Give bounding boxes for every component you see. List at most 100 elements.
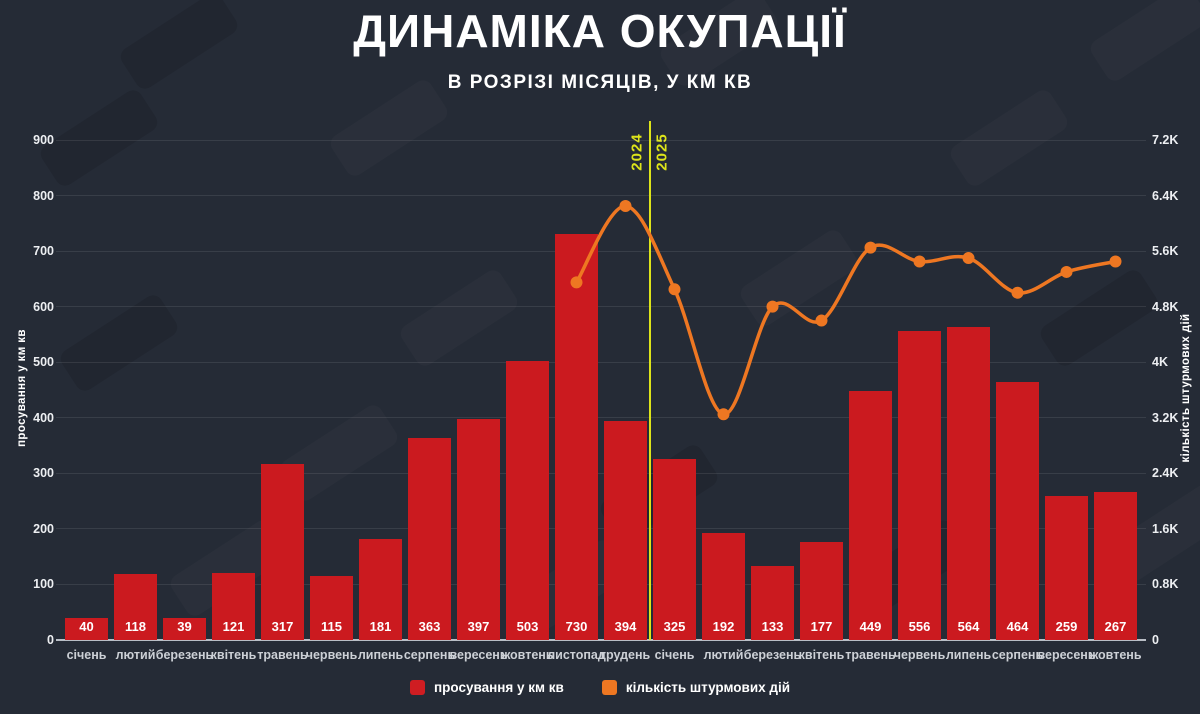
right-axis-tick: 5.6K: [1152, 244, 1179, 259]
right-axis-tick: 0.8K: [1152, 577, 1179, 592]
right-axis-tick: 2.4K: [1152, 466, 1179, 481]
bar-value-label: 449: [859, 619, 882, 634]
advance-bar: [849, 390, 892, 640]
bar-value-label: 363: [418, 619, 441, 634]
advance-bar: [506, 360, 549, 640]
assaults-point-marker: [717, 408, 730, 421]
x-axis-month-label: жовтень: [1089, 648, 1142, 662]
assaults-point-marker: [668, 283, 681, 296]
advance-bar: [653, 459, 696, 640]
gridline: [56, 417, 1146, 419]
bar-value-label: 394: [614, 619, 637, 634]
assaults-point-marker: [1011, 286, 1024, 299]
x-axis-month-label: березень: [155, 648, 214, 662]
x-axis-month-label: травень: [257, 648, 308, 662]
legend-item-assaults: кількість штурмових дій: [601, 680, 791, 695]
x-axis-month-label: серпень: [403, 648, 456, 662]
right-axis-tick: 4K: [1152, 355, 1168, 370]
bar-value-label: 556: [908, 619, 931, 634]
advance-swatch-icon: [409, 680, 425, 695]
legend-label-assaults: кількість штурмових дій: [625, 680, 791, 695]
gridline: [56, 195, 1146, 197]
advance-bar: [751, 566, 794, 640]
page-title: ДИНАМІКА ОКУПАЦІЇ: [353, 5, 847, 57]
bar-value-label: 730: [565, 619, 588, 634]
left-axis-tick: 300: [33, 466, 54, 481]
advance-bar: [1094, 491, 1137, 640]
bar-value-label: 39: [177, 619, 192, 634]
advance-bar: [163, 618, 206, 640]
legend-item-advance: просування у км кв: [409, 680, 564, 695]
gridline: [56, 250, 1146, 252]
advance-bar: [310, 576, 353, 640]
right-axis-tick: 0: [1152, 633, 1159, 647]
advance-bar: [359, 539, 402, 640]
x-axis-month-label: червень: [305, 648, 358, 662]
advance-bar: [996, 382, 1039, 640]
gridline: [56, 583, 1146, 585]
x-axis-month-label: квітень: [798, 648, 845, 662]
bar-value-label: 115: [321, 619, 342, 634]
x-axis-month-label: січень: [66, 648, 107, 662]
watermark-stamp: [36, 86, 162, 190]
x-axis-month-label: лютий: [115, 648, 156, 662]
left-axis-tick: 600: [33, 299, 54, 314]
advance-bar: [114, 574, 157, 640]
x-axis-month-label: жовтень: [501, 648, 554, 662]
bar-value-label: 397: [467, 619, 490, 634]
assaults-swatch-icon: [601, 680, 617, 695]
watermark-stamp: [947, 87, 1071, 190]
watermark-stamp: [397, 267, 521, 370]
legend-label-advance: просування у км кв: [433, 680, 564, 695]
gridline: [56, 306, 1146, 308]
page-subtitle: В РОЗРІЗІ МІСЯЦІВ, У КМ КВ: [447, 72, 753, 93]
advance-bar: [457, 419, 500, 640]
bar-value-label: 564: [957, 619, 980, 634]
left-axis-tick: 900: [33, 133, 54, 147]
gridline: [56, 139, 1146, 141]
x-axis-month-label: липень: [945, 648, 992, 662]
right-axis-title: кількість штурмових дій: [1180, 313, 1192, 463]
x-axis-month-label: квітень: [210, 648, 257, 662]
watermark-stamp: [1036, 266, 1162, 370]
advance-bar: [65, 617, 108, 640]
x-axis-month-label: вересень: [1037, 648, 1096, 662]
watermark-stamp: [737, 227, 861, 330]
bar-value-label: 177: [810, 619, 833, 634]
year-divider-line: [649, 121, 651, 640]
right-axis-tick: 6.4K: [1152, 188, 1179, 203]
bar-value-label: 121: [222, 619, 245, 634]
assaults-point-marker: [619, 199, 632, 212]
left-axis-title: просування у км кв: [16, 329, 28, 447]
bar-value-label: 40: [79, 619, 94, 634]
bar-value-label: 259: [1055, 619, 1078, 634]
left-axis-tick: 200: [33, 521, 54, 536]
bar-value-label: 464: [1006, 619, 1029, 634]
advance-bar: [604, 421, 647, 640]
advance-bar: [947, 326, 990, 640]
assaults-point-marker: [864, 241, 877, 254]
advance-bar: [408, 438, 451, 640]
bar-value-label: 503: [516, 619, 539, 634]
x-axis-month-label: червень: [893, 648, 946, 662]
bar-value-label: 133: [761, 619, 784, 634]
bar-value-label: 192: [712, 619, 735, 634]
left-axis-tick: 500: [33, 355, 54, 370]
x-axis-month-label: серпень: [991, 648, 1044, 662]
right-axis-tick: 1.6K: [1152, 521, 1179, 536]
gridline: [56, 528, 1146, 530]
right-axis-tick: 3.2K: [1152, 410, 1179, 425]
bar-value-label: 118: [125, 619, 146, 634]
x-axis-month-label: вересень: [449, 648, 508, 662]
gridline: [56, 472, 1146, 474]
advance-bar: [898, 331, 941, 640]
x-axis-month-label: липень: [357, 648, 404, 662]
left-axis-tick: 800: [33, 188, 54, 203]
right-axis-tick: 7.2K: [1152, 133, 1179, 147]
advance-bar: [1045, 496, 1088, 640]
x-axis-month-label: травень: [845, 648, 896, 662]
bar-value-label: 317: [271, 619, 294, 634]
x-axis-month-label: листопад: [547, 648, 606, 662]
gridline: [56, 639, 1146, 641]
